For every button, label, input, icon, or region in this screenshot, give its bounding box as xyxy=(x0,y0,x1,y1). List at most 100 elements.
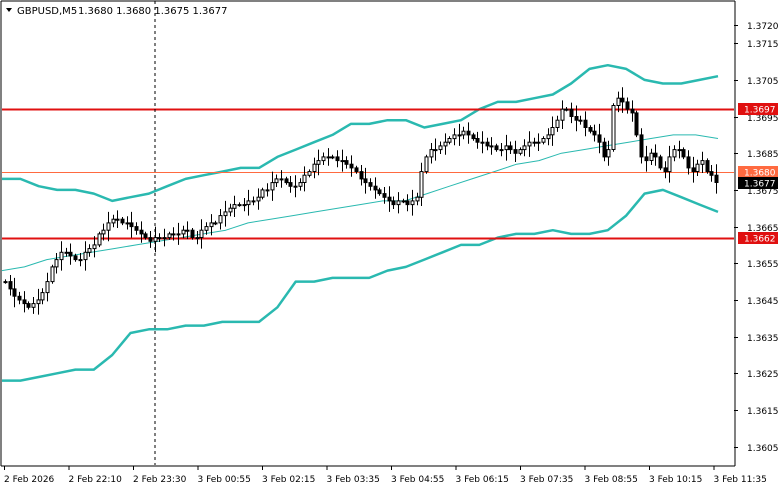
price-tick-label: 1.3615 xyxy=(747,407,779,417)
candle-body xyxy=(316,160,321,165)
candle-body xyxy=(265,189,270,192)
time-tick-label: 3 Feb 02:15 xyxy=(262,475,315,485)
moving-average-line xyxy=(1,134,719,272)
candle-body xyxy=(279,178,284,181)
candle-body xyxy=(611,105,616,150)
candle-body xyxy=(78,259,83,262)
candle-body xyxy=(17,295,22,301)
candle-body xyxy=(508,145,513,151)
candle-body xyxy=(536,141,541,144)
candle-body xyxy=(429,149,434,158)
candle-body xyxy=(485,141,490,147)
price-tick-label: 1.3655 xyxy=(747,260,779,270)
candle-body xyxy=(415,196,420,202)
price-tick-label: 1.3645 xyxy=(747,297,779,307)
candle-body xyxy=(129,222,134,228)
candle-body xyxy=(691,167,696,173)
time-tick-label: 3 Feb 10:15 xyxy=(649,475,702,485)
price-tick-label: 1.3705 xyxy=(747,77,779,87)
candle-body xyxy=(101,229,106,235)
price-tick-label: 1.3720 xyxy=(747,22,779,32)
candle-body xyxy=(602,141,607,158)
candle-body xyxy=(340,160,345,163)
chart-header: GBPUSD,M5 1.3680 1.3680 1.3675 1.3677 xyxy=(6,6,228,17)
candle-body xyxy=(574,116,579,121)
candle-body xyxy=(223,211,228,217)
candle-body xyxy=(475,138,480,143)
candle-body xyxy=(120,218,125,224)
candle-body xyxy=(143,233,148,239)
level-price-label-0-bg xyxy=(738,103,778,115)
candle-body xyxy=(307,171,312,176)
candle-body xyxy=(148,237,153,242)
candle-body xyxy=(153,237,158,242)
candle-body xyxy=(480,141,485,144)
candle-body xyxy=(3,281,8,284)
candle-body xyxy=(672,149,677,158)
candle-body xyxy=(139,229,144,235)
price-tick-label: 1.3635 xyxy=(747,334,779,344)
candle-body xyxy=(26,303,31,308)
candle-body xyxy=(630,108,635,114)
level-price-label-1: 1.3680 xyxy=(744,169,776,179)
candle-body xyxy=(321,156,326,162)
price-tick-label: 1.3695 xyxy=(747,114,779,124)
candle-body xyxy=(620,97,625,103)
candle-body xyxy=(433,149,438,152)
candle-body xyxy=(171,233,176,236)
level-price-label-2-bg xyxy=(738,232,778,244)
candle-body xyxy=(653,152,658,158)
bollinger-bands xyxy=(1,63,719,382)
candle-body xyxy=(68,251,73,257)
candle-body xyxy=(597,134,602,143)
candle-body xyxy=(330,156,335,159)
candle-body xyxy=(443,141,448,147)
time-tick-label: 3 Feb 00:55 xyxy=(198,475,251,485)
candle-body xyxy=(218,215,223,224)
candle-body xyxy=(527,141,532,147)
ohlc-values: 1.3680 1.3680 1.3675 1.3677 xyxy=(78,6,228,17)
candle-body xyxy=(246,200,251,206)
candle-body xyxy=(438,145,443,151)
candle-body xyxy=(700,160,705,165)
candle-body xyxy=(50,266,55,283)
price-tick-label: 1.3675 xyxy=(747,187,779,197)
candle-body xyxy=(335,156,340,162)
candle-body xyxy=(387,196,392,202)
candle-body xyxy=(349,163,354,169)
candle-body xyxy=(489,145,494,148)
upper-band-line xyxy=(2,63,719,203)
candle-body xyxy=(83,251,88,261)
time-tick-label: 3 Feb 11:35 xyxy=(714,475,767,485)
level-price-label-1-bg xyxy=(738,166,778,178)
candle-body xyxy=(181,229,186,235)
candle-body xyxy=(466,130,471,136)
candle-body xyxy=(92,244,97,250)
dropdown-triangle-icon[interactable] xyxy=(6,8,12,12)
candle-body xyxy=(31,303,36,308)
candle-body xyxy=(564,108,569,111)
candle-body xyxy=(363,178,368,184)
candle-body xyxy=(396,200,401,206)
candle-body xyxy=(190,229,195,238)
candle-body xyxy=(452,134,457,140)
candle-body xyxy=(354,167,359,173)
candle-body xyxy=(555,119,560,128)
candle-body xyxy=(634,112,639,136)
candle-body xyxy=(447,138,452,143)
candle-body xyxy=(663,167,668,173)
current-price-label-bg xyxy=(738,177,778,189)
candle-body xyxy=(686,156,691,169)
axes xyxy=(0,0,736,467)
candle-body xyxy=(424,156,429,173)
candle-body xyxy=(532,141,537,144)
price-tick-label: 1.3665 xyxy=(747,224,779,234)
candle-body xyxy=(185,229,190,232)
time-tick-label: 3 Feb 08:55 xyxy=(585,475,638,485)
lower-band-line xyxy=(2,188,719,382)
candle-body xyxy=(242,204,247,207)
candle-body xyxy=(97,233,102,246)
candle-body xyxy=(639,134,644,158)
